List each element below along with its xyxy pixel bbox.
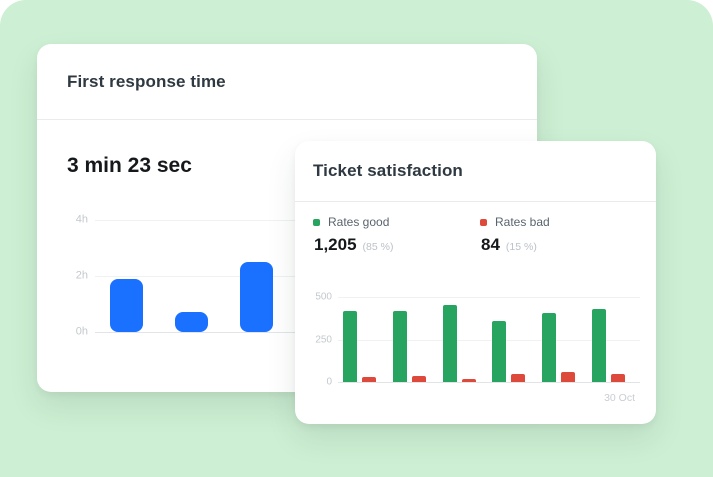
legend-label: Rates good — [328, 215, 390, 229]
legend-rates-good: Rates good 1,205 (85 %) — [313, 215, 480, 255]
rates-bad-count: 84 — [481, 235, 500, 254]
chart-legend: Rates good 1,205 (85 %) Rates bad 84 (15… — [313, 215, 647, 255]
rates-good-bar — [492, 321, 506, 382]
rates-bad-bar — [412, 376, 426, 382]
response-time-bar — [240, 262, 273, 332]
response-time-bar — [175, 312, 208, 332]
ticket-satisfaction-card: Ticket satisfaction Rates good 1,205 (85… — [295, 141, 656, 424]
rates-bad-dot-icon — [480, 218, 487, 226]
y-axis-tick-label: 250 — [315, 334, 332, 345]
rates-bad-bar — [362, 377, 376, 382]
rates-bad-bar — [462, 379, 476, 382]
card-title: First response time — [67, 71, 226, 91]
rates-good-bar — [393, 311, 407, 382]
response-time-bar — [110, 279, 143, 332]
rates-good-bar — [542, 313, 556, 382]
legend-rates-bad: Rates bad 84 (15 %) — [480, 215, 647, 255]
rates-good-count: 1,205 — [314, 235, 357, 254]
y-axis-tick-label: 4h — [75, 213, 88, 226]
y-axis-tick-label: 0h — [75, 325, 88, 338]
rates-bad-bar — [561, 372, 575, 382]
rates-good-percent: (85 %) — [362, 241, 394, 253]
gridline — [338, 297, 640, 298]
x-axis-date-label: 30 Oct — [604, 392, 635, 404]
gridline — [338, 382, 640, 383]
rates-good-bar — [343, 311, 357, 382]
rates-good-bar — [592, 309, 606, 382]
legend-label: Rates bad — [495, 215, 550, 229]
rates-bad-bar — [611, 374, 625, 382]
gridline — [338, 339, 640, 341]
rates-good-dot-icon — [313, 218, 320, 226]
ticket-satisfaction-chart: 30 Oct 500 250 0 — [295, 291, 656, 416]
card-header: First response time — [37, 44, 537, 120]
y-axis-tick-label: 0 — [326, 376, 332, 388]
rates-good-bar — [443, 305, 457, 382]
first-response-time-value: 3 min 23 sec — [67, 154, 192, 177]
rates-bad-bar — [511, 374, 525, 382]
card-header: Ticket satisfaction — [295, 141, 656, 202]
rates-bad-percent: (15 %) — [505, 241, 537, 253]
card-title: Ticket satisfaction — [313, 161, 463, 180]
y-axis-tick-label: 2h — [75, 269, 88, 282]
y-axis-tick-label: 500 — [315, 291, 332, 303]
